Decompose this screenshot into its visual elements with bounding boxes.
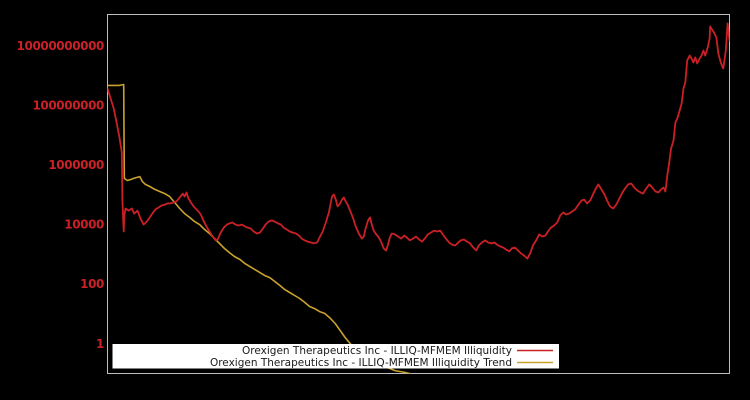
y-axis-tick-label: 10000000000 (17, 39, 104, 53)
series-line-illiquidity (107, 22, 730, 260)
legend-box (112, 344, 559, 369)
plot-border (107, 14, 730, 374)
y-axis-tick-label: 100 (80, 277, 104, 291)
y-axis-tick-label: 1 (96, 337, 104, 351)
y-axis-tick-label: 1000000 (48, 158, 104, 172)
legend-label-illiquidity-trend: Orexigen Therapeutics Inc - ILLIQ-MFMEM … (210, 357, 512, 369)
y-axis-tick-labels: 10000000000 100000000 1000000 10000 100 1 (17, 39, 105, 351)
legend-label-illiquidity: Orexigen Therapeutics Inc - ILLIQ-MFMEM … (242, 345, 512, 357)
legend: Orexigen Therapeutics Inc - ILLIQ-MFMEM … (112, 344, 559, 369)
series-lines (107, 22, 730, 374)
series-line-trend (107, 83, 411, 374)
y-axis-tick-label: 10000 (64, 218, 104, 232)
y-axis-tick-label: 100000000 (32, 98, 104, 112)
